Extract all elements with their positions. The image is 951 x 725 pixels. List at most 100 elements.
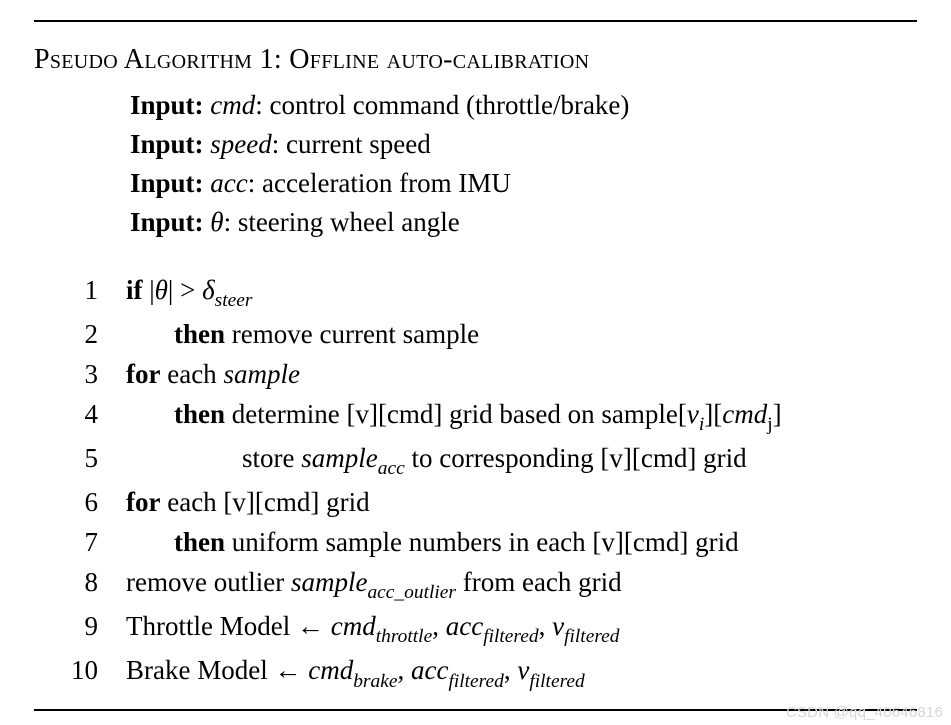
txt: , [539,611,553,641]
step-row: 1 if |θ| > δsteer [34,271,917,315]
step-number: 3 [34,355,126,395]
txt: remove outlier [126,567,291,597]
txt: , [504,655,518,685]
txt: Brake Model ← [126,655,308,685]
kw-then: then [174,527,225,557]
txt: , [432,611,446,641]
input-row: Input: acc: acceleration from IMU [130,164,917,203]
input-row: Input: speed: current speed [130,125,917,164]
var-sample: sample [291,567,368,597]
txt: each [v][cmd] grid [160,487,369,517]
input-label: Input: [130,90,204,120]
kw-then: then [174,319,225,349]
step-row: 7 then uniform sample numbers in each [v… [34,523,917,563]
step-row: 4 then determine [v][cmd] grid based on … [34,395,917,439]
input-label: Input: [130,129,204,159]
input-label: Input: [130,168,204,198]
sub-i: i [699,414,704,435]
kw-then: then [174,399,225,429]
sub-filtered: filtered [564,626,619,647]
input-desc: : steering wheel angle [224,207,460,237]
txt: from each grid [456,567,622,597]
step-body: then determine [v][cmd] grid based on sa… [126,395,917,439]
var-acc: acc [446,611,483,641]
sub-filtered: filtered [529,671,584,692]
var-sample: sample [301,443,378,473]
algorithm-title: Pseudo Algorithm 1: Offline auto-calibra… [34,44,917,76]
step-number: 7 [34,523,126,563]
title-name: Offline auto-calibration [289,44,589,75]
step-number: 9 [34,607,126,647]
sub-brake: brake [353,671,397,692]
txt: remove current sample [225,319,479,349]
step-body: Brake Model ← cmdbrake, accfiltered, vfi… [126,651,917,695]
step-number: 8 [34,563,126,603]
txt: , [397,655,411,685]
sub-filtered: filtered [448,671,503,692]
txt: | > [168,275,202,305]
step-body: remove outlier sampleacc_outlier from ea… [126,563,917,607]
input-desc: : control command (throttle/brake) [255,90,629,120]
sub-filtered: filtered [483,626,538,647]
input-row: Input: cmd: control command (throttle/br… [130,86,917,125]
step-number: 1 [34,271,126,311]
bottom-rule [34,709,917,711]
var-v: v [517,655,529,685]
input-var: speed [210,129,271,159]
txt: Throttle Model ← [126,611,331,641]
var-delta: δ [202,275,215,305]
txt: determine [v][cmd] grid based on sample[ [225,399,687,429]
sub-throttle: throttle [376,626,433,647]
step-number: 4 [34,395,126,435]
kw-for: for [126,359,160,389]
step-body: for each [v][cmd] grid [126,483,917,523]
title-prefix: Pseudo Algorithm [34,44,252,75]
txt: to corresponding [v][cmd] grid [405,443,747,473]
input-label: Input: [130,207,204,237]
var-cmd: cmd [722,399,767,429]
var-acc: acc [411,655,448,685]
input-var: θ [210,207,223,237]
txt: uniform sample numbers in each [v][cmd] … [225,527,739,557]
input-row: Input: θ: steering wheel angle [130,203,917,242]
var-theta: θ [155,275,168,305]
input-desc: : acceleration from IMU [248,168,511,198]
step-row: 10 Brake Model ← cmdbrake, accfiltered, … [34,651,917,695]
txt: ][ [704,399,722,429]
txt: ] [773,399,782,429]
step-row: 8 remove outlier sampleacc_outlier from … [34,563,917,607]
sub-acc: acc [378,458,405,479]
var-v: v [687,399,699,429]
step-row: 3 for each sample [34,355,917,395]
txt: each [160,359,223,389]
var-cmd: cmd [331,611,376,641]
input-var: cmd [210,90,255,120]
var-v: v [552,611,564,641]
var-sample: sample [223,359,300,389]
step-row: 5 store sampleacc to corresponding [v][c… [34,439,917,483]
txt: | [143,275,155,305]
sub-j: j [767,414,772,435]
inputs-block: Input: cmd: control command (throttle/br… [130,86,917,243]
kw-if: if [126,275,143,305]
sub-steer: steer [215,290,253,311]
step-number: 10 [34,651,126,691]
step-number: 2 [34,315,126,355]
step-body: store sampleacc to corresponding [v][cmd… [126,439,917,483]
step-body: if |θ| > δsteer [126,271,917,315]
step-row: 6 for each [v][cmd] grid [34,483,917,523]
top-rule [34,20,917,22]
title-number: 1: [260,44,282,75]
step-body: then uniform sample numbers in each [v][… [126,523,917,563]
step-row: 2 then remove current sample [34,315,917,355]
sub-acc-outlier: acc_outlier [367,582,456,603]
txt: store [242,443,301,473]
steps-block: 1 if |θ| > δsteer 2 then remove current … [34,271,917,696]
step-body: Throttle Model ← cmdthrottle, accfiltere… [126,607,917,651]
step-number: 5 [34,439,126,479]
input-desc: : current speed [272,129,431,159]
var-cmd: cmd [308,655,353,685]
step-body: then remove current sample [126,315,917,355]
algorithm-box: Pseudo Algorithm 1: Offline auto-calibra… [0,0,951,725]
step-body: for each sample [126,355,917,395]
